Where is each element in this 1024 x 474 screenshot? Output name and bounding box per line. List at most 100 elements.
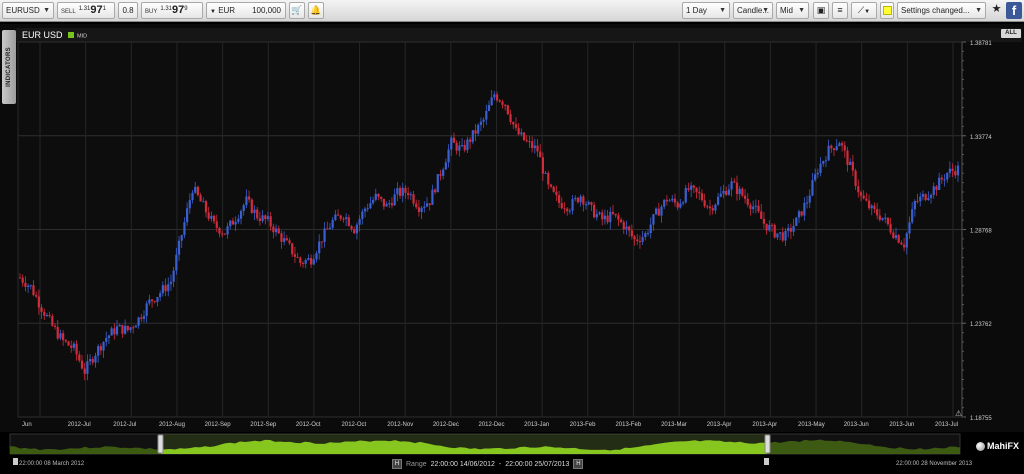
candle-body [231,220,235,225]
chart-type-select[interactable]: Candle... ▼ [733,2,773,19]
candle-body [571,199,574,211]
candle-body [921,194,925,197]
candle-body [487,105,491,111]
color-swatch [882,6,892,15]
candle-body [754,205,757,207]
candle-body [655,208,658,215]
x-tick-label: 2013-Jul [935,422,958,428]
timeframe-label: 1 Day [686,6,707,15]
candle-body [482,119,485,122]
range-handle-right[interactable] [764,434,771,454]
candle-body [237,218,240,222]
facebook-icon: f [1011,3,1017,18]
candle-body [310,257,313,265]
price-chart[interactable]: EUR USD MID 1.38781 1.33774 1.28768 1.23762 1.… [0,24,1024,432]
chevron-down-icon: ▼ [762,7,769,14]
indicators-tab[interactable]: INDICATORS [2,30,16,104]
x-tick-label: 2012-Dec [433,422,459,428]
favorite-button[interactable]: ★ [989,2,1004,19]
candle-body [940,177,943,180]
candle-body [315,253,318,260]
buy-button[interactable]: BUY 1.31979 [141,2,203,19]
facebook-button[interactable]: f [1006,2,1022,19]
candle-body [393,194,396,206]
timeframe-select[interactable]: 1 Day ▼ [682,2,730,19]
candle-body [137,317,140,326]
candle-body [450,137,453,150]
candle-body [531,141,534,149]
candle-body [730,181,733,190]
x-tick-label: 2013-Jun [844,422,869,428]
candle-body [862,195,865,199]
candle-body [560,203,563,209]
candle-body [186,208,189,223]
cart-button[interactable]: 🛒 [289,2,305,19]
x-tick-label: 2012-Oct [296,422,321,428]
candle-body [649,224,652,234]
range-end-button[interactable]: H [573,459,584,469]
screenshot-button[interactable]: ▣ [813,2,829,19]
symbol-select[interactable]: EURUSD ▼ [2,2,54,19]
candle-body [460,144,464,146]
all-button[interactable]: ALL [1001,29,1021,38]
candle-body [819,163,822,173]
candle-body [67,341,70,346]
range-start-button[interactable]: H [392,459,402,469]
candle-body [935,186,938,190]
settings-select[interactable]: Settings changed... ▼ [897,2,986,19]
candle-body [32,285,35,296]
candle-body [444,162,447,170]
candle-body [191,192,194,201]
candle-body [318,241,321,254]
candle-body [835,146,838,151]
sell-button[interactable]: SELL 1.31971 [57,2,115,19]
candle-body [204,201,208,213]
candle-body [557,195,561,204]
navigator-area-selected [161,439,767,454]
candle-body [919,196,922,202]
candle-body [423,206,426,208]
x-tick-label: 2013-Apr [752,422,777,428]
buy-price-fraction: 9 [184,6,188,12]
x-tick-label: 2013-May [798,422,825,428]
y-tick-label: 1.28768 [970,229,992,235]
range-handle-left[interactable] [157,434,164,454]
candle-body [221,233,224,235]
candle-body [358,219,361,225]
candle-body [40,307,43,312]
draw-tool-button[interactable]: ⟋▼ [851,2,877,19]
candle-body [417,207,421,213]
candle-body [630,230,633,237]
candle-body [808,195,811,203]
candle-body [70,345,73,348]
candle-body [323,228,326,243]
price-type-select[interactable]: Mid ▼ [776,2,809,19]
settings-label: Settings changed... [901,6,970,15]
candle-body [776,233,779,238]
candle-body [644,233,647,238]
navigator-end-date: 22:00:00 28 November 2013 [896,461,973,467]
sell-label: SELL [61,9,76,15]
alert-button[interactable]: 🔔 [308,2,324,19]
candle-body [552,186,555,192]
scroll-handle-left[interactable] [13,458,18,465]
scroll-handle-right[interactable] [764,458,769,465]
candle-body [787,228,790,232]
navigator-chart[interactable] [0,432,1024,474]
candle-body [873,205,876,210]
color-picker[interactable] [880,2,894,19]
candle-body [752,206,755,210]
indicators-button[interactable]: ≡ [832,2,848,19]
all-button-label: ALL [1005,30,1017,36]
candle-body [466,139,469,151]
amount-input[interactable]: ▼ EUR 100,000 [206,2,286,19]
candle-body [555,191,558,196]
candle-body [830,145,833,149]
candle-body [431,189,434,205]
candle-body [355,224,359,234]
candle-body [24,282,27,288]
candle-body [404,187,407,193]
candle-body [442,169,445,176]
candle-body [105,338,108,342]
candle-body [951,168,954,172]
